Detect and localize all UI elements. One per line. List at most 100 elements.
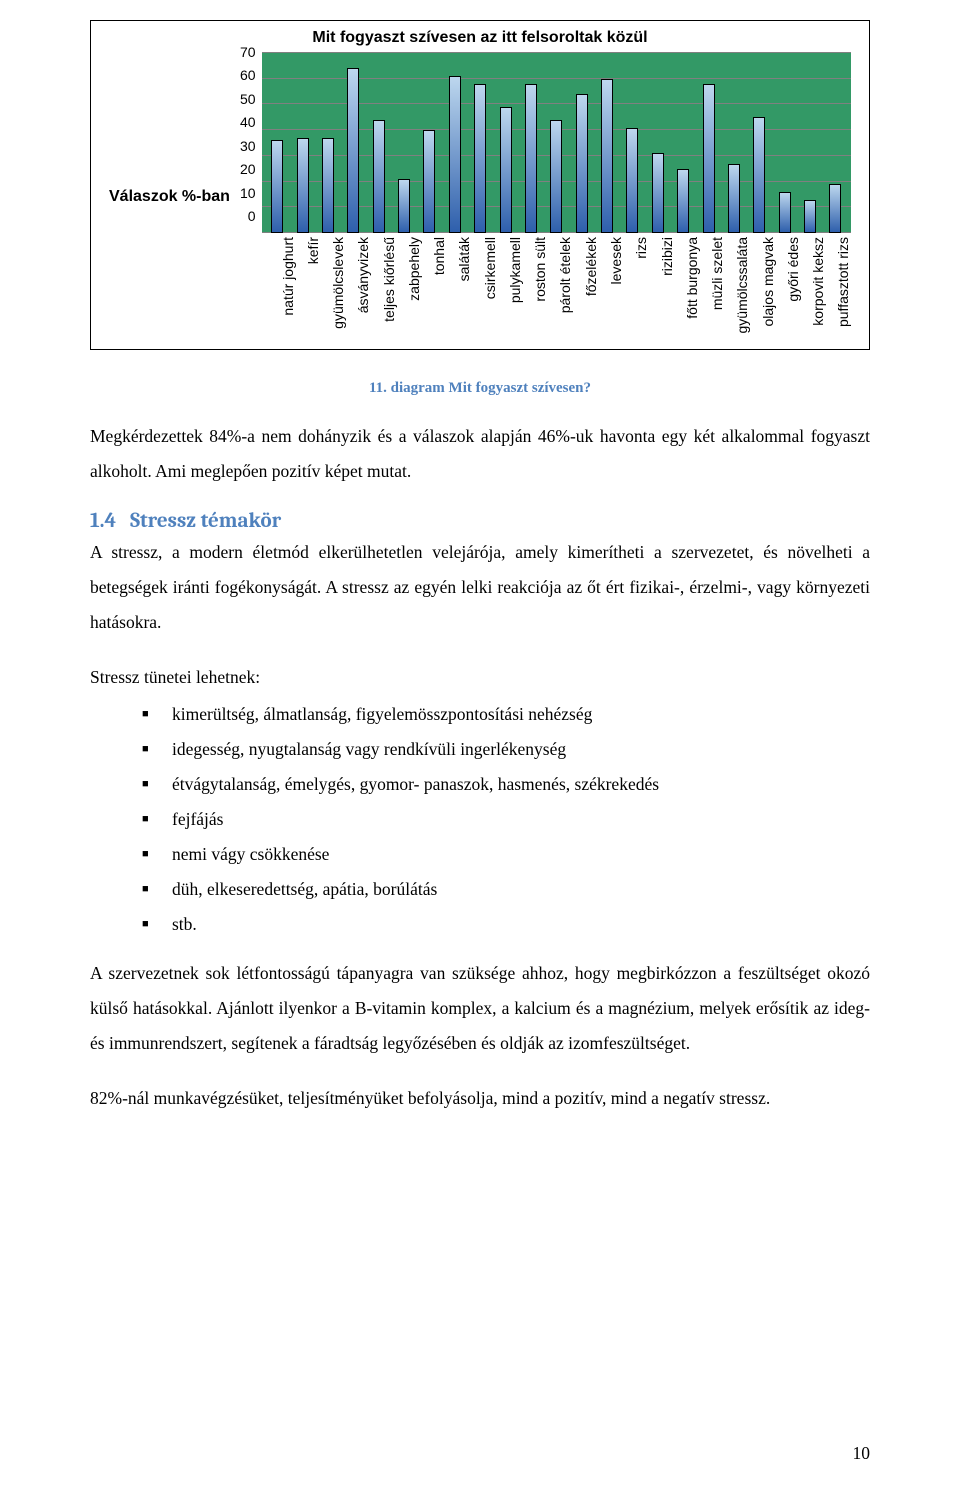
x-label-slot: levesek [595, 233, 620, 341]
paragraph-2: A stressz, a modern életmód elkerülhetet… [90, 535, 870, 640]
bar-slot [671, 53, 696, 233]
paragraph-1: Megkérdezettek 84%-a nem dohányzik és a … [90, 419, 870, 489]
bar [525, 84, 537, 233]
bar [297, 138, 309, 233]
bar [271, 140, 283, 233]
bar-slot [442, 53, 467, 233]
bar [677, 169, 689, 233]
bar [703, 84, 715, 233]
x-label-slot: puffasztott rizs [823, 233, 848, 341]
x-label-slot: rizibizi [646, 233, 671, 341]
bar [347, 68, 359, 233]
bar-slot [594, 53, 619, 233]
y-tick: 60 [240, 67, 256, 83]
bar-slot [544, 53, 569, 233]
paragraph-3: A szervezetnek sok létfontosságú tápanya… [90, 956, 870, 1061]
bars [262, 53, 851, 233]
x-label-slot: korpovit keksz [798, 233, 823, 341]
bar-slot [696, 53, 721, 233]
x-label-slot: roston sült [520, 233, 545, 341]
y-tick: 70 [240, 44, 256, 60]
section-number: 1.4 [90, 509, 116, 533]
x-label-slot: teljes kiőrlésű [368, 233, 393, 341]
bar-slot [468, 53, 493, 233]
y-tick: 30 [240, 138, 256, 154]
x-label-slot: tonhal [419, 233, 444, 341]
x-label-slot: párolt ételek [545, 233, 570, 341]
bar-slot [797, 53, 822, 233]
bar-slot [823, 53, 848, 233]
x-label-slot: rizs [621, 233, 646, 341]
section-title: Stressz témakör [130, 509, 281, 533]
bar [779, 192, 791, 233]
bar-slot [569, 53, 594, 233]
bar [829, 184, 841, 233]
x-label-slot: gyümölcslevek [317, 233, 342, 341]
y-tick: 10 [240, 185, 256, 201]
x-label-slot: ásványvizek [343, 233, 368, 341]
page-number: 10 [853, 1443, 871, 1464]
list-item: kimerültség, álmatlanság, figyelemösszpo… [142, 697, 870, 732]
bar-slot [366, 53, 391, 233]
bar [804, 200, 816, 233]
bar [500, 107, 512, 233]
chart-body: Válaszok %-ban 706050403020100 natúr jog… [109, 53, 851, 341]
bar-slot [620, 53, 645, 233]
bar [728, 164, 740, 233]
bar [601, 79, 613, 233]
y-tick: 40 [240, 114, 256, 130]
bar [576, 94, 588, 233]
x-label-slot: főtt burgonya [671, 233, 696, 341]
bar-slot [645, 53, 670, 233]
section-heading: 1.4 Stressz témakör [90, 509, 870, 533]
bar [423, 130, 435, 233]
list-intro: Stressz tünetei lehetnek: [90, 660, 870, 695]
list-item: étvágytalanság, émelygés, gyomor- panasz… [142, 767, 870, 802]
list-item: stb. [142, 907, 870, 942]
bar [550, 120, 562, 233]
list-item: idegesség, nyugtalanság vagy rendkívüli … [142, 732, 870, 767]
x-label-slot: pulykamell [494, 233, 519, 341]
bar [322, 138, 334, 233]
bar-slot [265, 53, 290, 233]
x-label-slot: olajos magvak [747, 233, 772, 341]
bar-slot [493, 53, 518, 233]
paragraph-4: 82%-nál munkavégzésüket, teljesítményüke… [90, 1081, 870, 1116]
bar [398, 179, 410, 233]
bar-slot [747, 53, 772, 233]
bar [373, 120, 385, 233]
y-axis-ticks: 706050403020100 [240, 44, 262, 224]
x-label-slot: csirkemell [469, 233, 494, 341]
chart-caption: 11. diagram Mit fogyaszt szívesen? [90, 380, 870, 397]
bar-slot [315, 53, 340, 233]
x-label: puffasztott rizs [835, 237, 851, 327]
chart-container: Mit fogyaszt szívesen az itt felsoroltak… [90, 20, 870, 350]
list-item: fejfájás [142, 802, 870, 837]
bar-slot [772, 53, 797, 233]
x-label-slot: győri édes [772, 233, 797, 341]
bullet-list: kimerültség, álmatlanság, figyelemösszpo… [90, 697, 870, 942]
x-label-slot: főzelékek [570, 233, 595, 341]
bar-slot [341, 53, 366, 233]
bar [652, 153, 664, 233]
bar-slot [721, 53, 746, 233]
bar [449, 76, 461, 233]
list-item: nemi vágy csökkenése [142, 837, 870, 872]
bar-slot [391, 53, 416, 233]
y-tick: 0 [248, 208, 256, 224]
bar [474, 84, 486, 233]
x-label-slot: müzli szelet [696, 233, 721, 341]
y-axis-label: Válaszok %-ban [109, 188, 240, 206]
plot-area [262, 53, 851, 233]
x-label-slot: zabpehely [393, 233, 418, 341]
chart-title: Mit fogyaszt szívesen az itt felsoroltak… [109, 29, 851, 47]
x-label-slot: saláták [444, 233, 469, 341]
bar [626, 128, 638, 233]
x-label-slot: gyümölcssaláta [722, 233, 747, 341]
x-label-slot: kefír [292, 233, 317, 341]
bar-slot [417, 53, 442, 233]
bar [753, 117, 765, 233]
list-item: düh, elkeseredettség, apátia, borúlátás [142, 872, 870, 907]
x-label-slot: natúr joghurt [267, 233, 292, 341]
bar-slot [518, 53, 543, 233]
